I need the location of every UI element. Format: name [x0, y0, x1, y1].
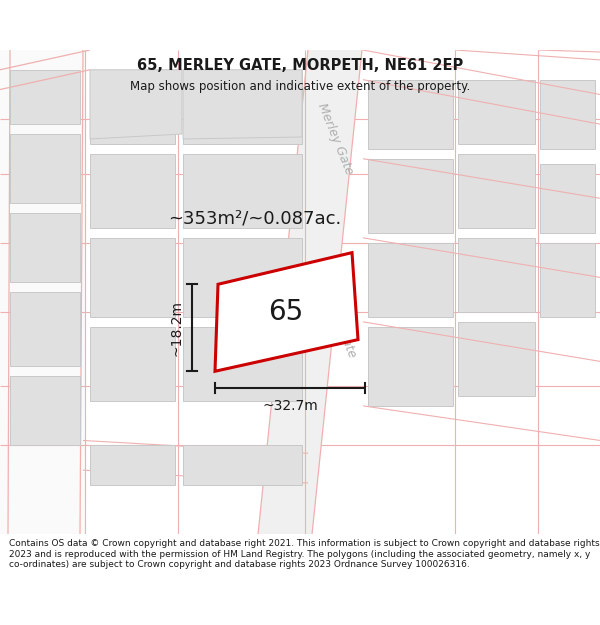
Text: ~32.7m: ~32.7m: [262, 399, 318, 413]
Polygon shape: [90, 70, 182, 139]
Polygon shape: [183, 446, 302, 485]
Polygon shape: [215, 253, 358, 371]
Polygon shape: [368, 327, 453, 406]
Polygon shape: [10, 292, 80, 366]
Text: 65, MERLEY GATE, MORPETH, NE61 2EP: 65, MERLEY GATE, MORPETH, NE61 2EP: [137, 58, 463, 73]
Polygon shape: [368, 159, 453, 233]
Text: 65: 65: [268, 298, 304, 326]
Polygon shape: [0, 50, 85, 534]
Polygon shape: [183, 70, 302, 139]
Polygon shape: [458, 154, 535, 228]
Polygon shape: [458, 79, 535, 144]
Polygon shape: [90, 327, 175, 401]
Text: ~18.2m: ~18.2m: [169, 300, 183, 356]
Polygon shape: [183, 70, 302, 144]
Polygon shape: [10, 134, 80, 203]
Polygon shape: [540, 79, 595, 149]
Polygon shape: [10, 70, 80, 124]
Polygon shape: [368, 79, 453, 149]
Polygon shape: [368, 242, 453, 317]
Polygon shape: [90, 238, 175, 317]
Polygon shape: [90, 446, 175, 485]
Polygon shape: [183, 154, 302, 228]
Polygon shape: [10, 213, 80, 282]
Polygon shape: [183, 238, 302, 317]
Polygon shape: [458, 322, 535, 396]
Text: Map shows position and indicative extent of the property.: Map shows position and indicative extent…: [130, 81, 470, 94]
Polygon shape: [540, 242, 595, 317]
Polygon shape: [10, 376, 80, 446]
Polygon shape: [540, 164, 595, 233]
Text: Merley Gate: Merley Gate: [318, 284, 358, 359]
Text: Merley Gate: Merley Gate: [315, 101, 355, 177]
Polygon shape: [258, 50, 362, 534]
Polygon shape: [90, 70, 175, 144]
Polygon shape: [90, 154, 175, 228]
Text: ~353m²/~0.087ac.: ~353m²/~0.087ac.: [169, 209, 341, 227]
Text: Contains OS data © Crown copyright and database right 2021. This information is : Contains OS data © Crown copyright and d…: [9, 539, 599, 569]
Polygon shape: [458, 238, 535, 312]
Polygon shape: [183, 327, 302, 401]
